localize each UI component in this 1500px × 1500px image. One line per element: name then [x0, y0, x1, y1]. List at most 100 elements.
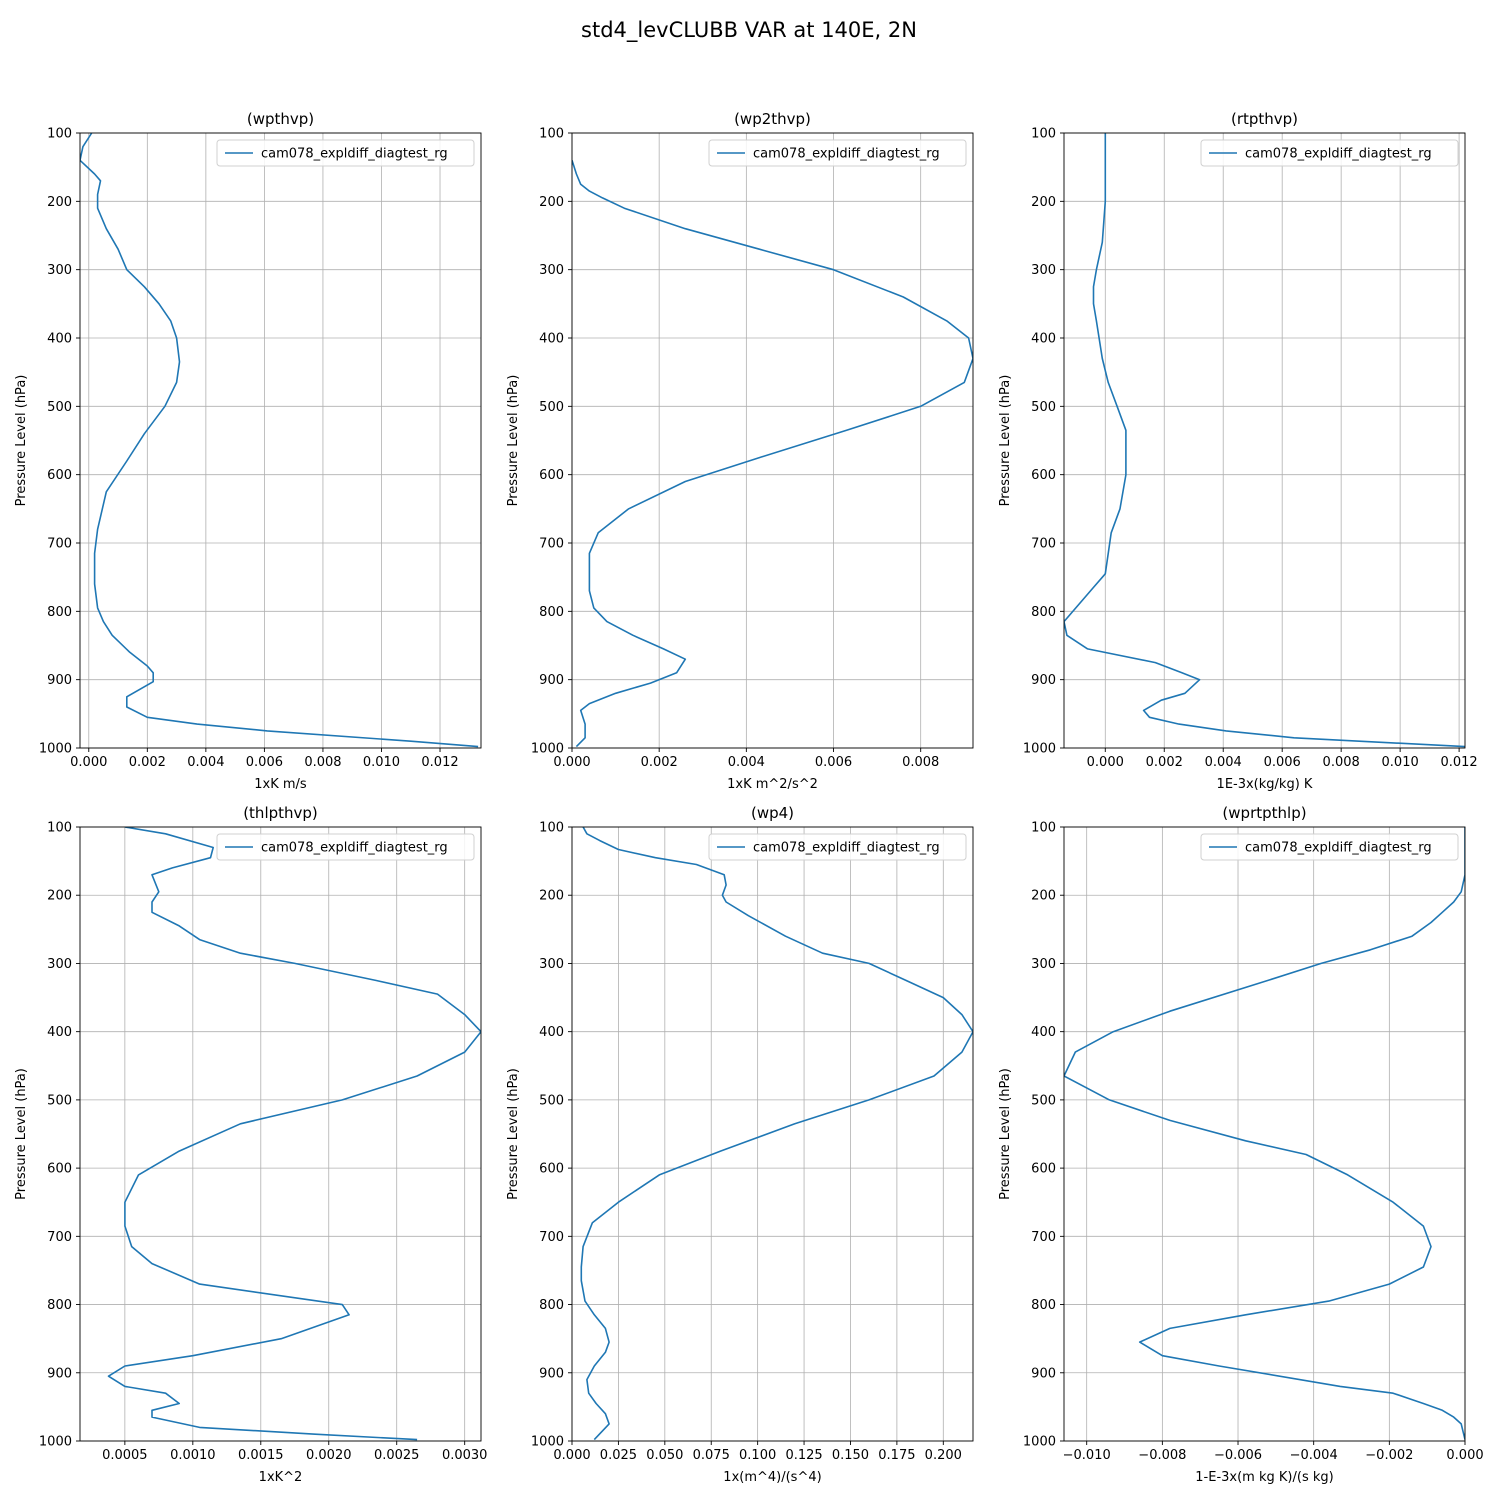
- y-tick-label: 200: [1031, 889, 1056, 904]
- subplot-title: (wp2thvp): [734, 110, 811, 128]
- y-tick-label: 200: [47, 889, 72, 904]
- subplot-title: (wprtpthlp): [1222, 804, 1306, 822]
- y-tick-label: 900: [1031, 673, 1056, 688]
- axes-frame: [571, 826, 974, 1442]
- x-tick-label: 0.125: [785, 1448, 822, 1463]
- y-tick-label: 300: [539, 263, 564, 278]
- y-tick-label: 300: [1031, 957, 1056, 972]
- y-tick-label: 600: [1031, 1162, 1056, 1177]
- y-tick-label: 1000: [39, 1435, 72, 1450]
- legend-box: [216, 139, 475, 167]
- series-line: [80, 133, 479, 748]
- x-tick-label: 0.006: [246, 755, 283, 770]
- x-axis-label: 1-E-3x(m kg K)/(s kg): [1195, 1470, 1333, 1485]
- y-tick-label: 900: [47, 1366, 72, 1381]
- axes-frame: [79, 826, 482, 1442]
- y-tick-label: 300: [1031, 263, 1056, 278]
- x-tick-label: 0.002: [641, 755, 678, 770]
- x-tick-label: −0.008: [1138, 1448, 1186, 1463]
- x-tick-label: 0.010: [1382, 755, 1419, 770]
- panels: 0.000 0.002 0.004 0.006 0.008 0.010 0.012 100 20…: [14, 110, 1484, 1485]
- x-tick-label: 0.008: [1323, 755, 1360, 770]
- y-tick-label: 100: [1031, 821, 1056, 836]
- x-tick-label: 0.008: [304, 755, 341, 770]
- subplot-6: −0.010 −0.008 −0.006 −0.004 −0.002 0.000 100 20…: [998, 804, 1484, 1485]
- x-tick-label: 0.002: [129, 755, 166, 770]
- y-tick-label: 600: [539, 1162, 564, 1177]
- legend: cam078_expldiff_diagtest_rg: [1200, 833, 1459, 861]
- x-tick-label: 0.075: [693, 1448, 730, 1463]
- axes-frame: [571, 132, 974, 749]
- y-tick-label: 200: [539, 195, 564, 210]
- x-tick-label: 0.002: [1146, 755, 1183, 770]
- y-tick-label: 200: [1031, 195, 1056, 210]
- legend: cam078_expldiff_diagtest_rg: [216, 139, 475, 167]
- subplot-4: 0.0005 0.0010 0.0015 0.0020 0.0025 0.0030 100 2…: [14, 804, 487, 1485]
- y-tick-label: 600: [1031, 468, 1056, 483]
- x-tick-label: 0.0025: [374, 1448, 420, 1463]
- x-axis-label: 1xK m^2/s^2: [727, 777, 818, 792]
- axes-frame: [1063, 132, 1466, 749]
- legend-box: [216, 833, 475, 861]
- y-tick-label: 500: [539, 400, 564, 415]
- x-tick-label: 0.000: [553, 1448, 590, 1463]
- y-tick-label: 800: [539, 605, 564, 620]
- y-tick-label: 200: [539, 889, 564, 904]
- y-tick-label: 300: [47, 957, 72, 972]
- legend-label: cam078_expldiff_diagtest_rg: [1245, 841, 1432, 856]
- y-tick-label: 400: [47, 1025, 72, 1040]
- x-tick-label: −0.006: [1214, 1448, 1262, 1463]
- x-tick-label: 0.0010: [170, 1448, 216, 1463]
- y-tick-label: 800: [1031, 1298, 1056, 1313]
- y-tick-label: 500: [47, 400, 72, 415]
- x-tick-label: 0.0015: [238, 1448, 284, 1463]
- y-tick-label: 500: [47, 1093, 72, 1108]
- x-tick-label: 0.0020: [306, 1448, 352, 1463]
- series-line: [580, 827, 973, 1441]
- subplot-3: 0.000 0.002 0.004 0.006 0.008 0.010 0.012 100 20…: [998, 110, 1478, 792]
- x-axis-label: 1x(m^4)/(s^4): [723, 1470, 821, 1485]
- x-tick-label: 0.200: [925, 1448, 962, 1463]
- x-axis-label: 1xK m/s: [254, 777, 307, 792]
- series-line: [107, 827, 481, 1441]
- x-tick-label: 0.012: [1440, 755, 1477, 770]
- x-tick-label: 0.000: [1446, 1448, 1483, 1463]
- y-tick-label: 700: [47, 1230, 72, 1245]
- legend-box: [708, 833, 967, 861]
- y-tick-label: 400: [1031, 332, 1056, 347]
- legend-label: cam078_expldiff_diagtest_rg: [261, 841, 448, 856]
- axes-frame: [1063, 826, 1466, 1442]
- y-tick-label: 900: [1031, 1366, 1056, 1381]
- legend-label: cam078_expldiff_diagtest_rg: [753, 841, 940, 856]
- legend-label: cam078_expldiff_diagtest_rg: [753, 147, 940, 162]
- x-tick-label: 0.0030: [442, 1448, 488, 1463]
- x-tick-label: 0.100: [739, 1448, 776, 1463]
- y-tick-label: 900: [539, 1366, 564, 1381]
- y-tick-label: 1000: [1023, 742, 1056, 757]
- y-tick-label: 100: [47, 821, 72, 836]
- legend: cam078_expldiff_diagtest_rg: [216, 833, 475, 861]
- x-tick-label: −0.010: [1063, 1448, 1111, 1463]
- subplot-title: (thlpthvp): [243, 804, 318, 822]
- legend-box: [708, 139, 967, 167]
- subplot-title: (wpthvp): [247, 110, 314, 128]
- legend-label: cam078_expldiff_diagtest_rg: [261, 147, 448, 162]
- x-tick-label: 0.008: [902, 755, 939, 770]
- subplot-5: 0.000 0.025 0.050 0.075 0.100 0.125 0.150 0.175…: [506, 804, 974, 1485]
- x-tick-label: 0.006: [1264, 755, 1301, 770]
- y-axis-label: Pressure Level (hPa): [998, 1068, 1013, 1200]
- x-tick-label: 0.004: [1205, 755, 1242, 770]
- x-tick-label: −0.002: [1365, 1448, 1413, 1463]
- y-tick-label: 800: [47, 1298, 72, 1313]
- x-tick-label: 0.025: [600, 1448, 637, 1463]
- y-tick-label: 400: [1031, 1025, 1056, 1040]
- x-tick-label: 0.000: [1087, 755, 1124, 770]
- y-tick-label: 700: [1031, 1230, 1056, 1245]
- y-tick-label: 500: [1031, 400, 1056, 415]
- y-tick-label: 700: [1031, 537, 1056, 552]
- y-axis-label: Pressure Level (hPa): [506, 375, 521, 507]
- y-tick-label: 100: [47, 127, 72, 142]
- series-line: [1064, 133, 1465, 748]
- y-tick-label: 500: [1031, 1093, 1056, 1108]
